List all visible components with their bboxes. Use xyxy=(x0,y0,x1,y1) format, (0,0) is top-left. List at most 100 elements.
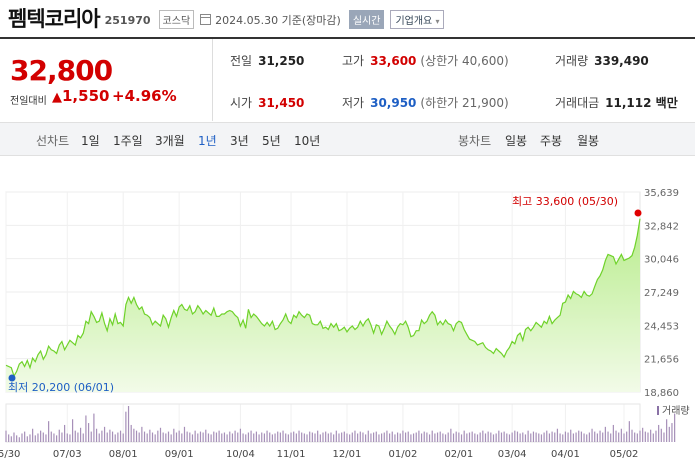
volume-bar xyxy=(221,433,223,442)
lower-limit: (하한가 21,900) xyxy=(420,96,509,110)
volume-bar xyxy=(588,432,590,442)
base-date: 2024.05.30 기준(장마감) xyxy=(215,13,341,27)
volume-bar xyxy=(333,434,335,442)
x-tick-label: 04/01 xyxy=(551,449,580,460)
price-line xyxy=(5,218,641,378)
volume-bar xyxy=(460,434,463,442)
volume-bar xyxy=(527,430,529,442)
volume-bar xyxy=(247,432,250,442)
volume-bar xyxy=(556,428,559,442)
volume-bar xyxy=(141,426,143,442)
volume-bar xyxy=(58,429,60,442)
price-chart-svg: 35,639 32,842 30,046 27,249 24,453 21,656 18,8… xyxy=(0,188,690,460)
price-chart: 35,639 32,842 30,046 27,249 24,453 21,656 18,8… xyxy=(0,170,695,461)
stat-label: 전일 xyxy=(230,54,253,68)
volume-bar xyxy=(572,433,575,442)
volume-bar xyxy=(250,430,252,442)
tab-3y[interactable]: 3년 xyxy=(230,134,249,148)
volume-bar xyxy=(506,433,508,442)
volume-bar xyxy=(562,434,564,442)
volume-bar xyxy=(37,433,39,442)
volume-bar xyxy=(567,432,569,442)
tab-daily[interactable]: 일봉 xyxy=(505,134,528,148)
volume-bar xyxy=(255,431,258,442)
x-tick-label: 09/01 xyxy=(165,449,194,460)
volume-legend-icon xyxy=(657,406,659,415)
x-tick-label: 02/01 xyxy=(444,449,473,460)
min-label: 최저 20,200 (06/01) xyxy=(8,381,114,394)
volume-bar xyxy=(650,429,652,442)
volume-bar xyxy=(479,432,481,442)
tab-monthly[interactable]: 월봉 xyxy=(577,134,600,148)
stock-header: 펨텍코리아 251970 코스닥 2024.05.30 기준(장마감) 실시간 … xyxy=(0,0,695,36)
upper-limit: (상한가 40,600) xyxy=(420,54,509,68)
tab-weekly[interactable]: 주봉 xyxy=(540,134,563,148)
stat-label: 시가 xyxy=(230,96,253,110)
volume-bars: 거래량 xyxy=(5,405,690,442)
volume-bar xyxy=(492,434,495,442)
price-change: ▲1,550 xyxy=(52,87,109,105)
volume-bar xyxy=(133,428,135,442)
volume-bar xyxy=(596,433,598,442)
tab-1w[interactable]: 1주일 xyxy=(113,134,143,148)
volume-bar xyxy=(298,430,300,442)
volume-bar xyxy=(610,433,612,442)
stat-value: 11,112 백만 xyxy=(605,96,678,110)
volume-bar xyxy=(535,432,537,442)
volume-bar xyxy=(16,435,18,442)
volume-bar xyxy=(388,433,391,442)
volume-bar xyxy=(434,433,436,442)
volume-bar xyxy=(618,432,620,442)
volume-bar xyxy=(10,436,12,442)
volume-bar xyxy=(631,429,633,442)
volume-bar xyxy=(293,431,295,442)
volume-bar xyxy=(538,433,540,442)
volume-bar xyxy=(343,431,345,442)
volume-bar xyxy=(218,430,220,442)
realtime-button[interactable]: 실시간 xyxy=(348,10,385,29)
volume-bar xyxy=(50,431,52,442)
volume-bar xyxy=(151,432,154,442)
current-price: 32,800 xyxy=(10,54,113,87)
volume-bar xyxy=(602,432,604,442)
volume-bar xyxy=(207,433,210,442)
tab-10y[interactable]: 10년 xyxy=(294,134,321,148)
volume-bar xyxy=(365,434,367,442)
tab-1d[interactable]: 1일 xyxy=(81,134,100,148)
volume-bar xyxy=(21,433,23,442)
company-info-button[interactable]: 기업개요 ▾ xyxy=(390,10,445,29)
tab-5y[interactable]: 5년 xyxy=(262,134,281,148)
volume-bar xyxy=(167,431,170,442)
volume-bar xyxy=(114,434,116,442)
volume-bar xyxy=(258,434,260,442)
volume-bar xyxy=(447,432,449,442)
volume-bar xyxy=(183,426,186,442)
volume-bar xyxy=(162,432,164,442)
volume-bar xyxy=(290,432,292,442)
volume-bar xyxy=(671,423,673,442)
volume-bar xyxy=(543,432,545,442)
y-tick-label: 27,249 xyxy=(644,288,679,299)
volume-bar xyxy=(452,433,455,442)
volume-bar xyxy=(530,433,532,442)
stat-high: 고가 33,600 (상한가 40,600) xyxy=(342,52,509,69)
volume-bar xyxy=(418,430,420,442)
tab-3m[interactable]: 3개월 xyxy=(155,134,185,148)
y-axis-labels: 35,639 32,842 30,046 27,249 24,453 21,656 18,8… xyxy=(644,188,679,399)
volume-bar xyxy=(495,433,497,442)
volume-bar xyxy=(623,433,625,442)
volume-bar xyxy=(564,431,567,442)
volume-bar xyxy=(66,433,68,442)
x-axis-labels: 05/30 07/03 08/01 09/01 10/04 11/01 12/01 01/02… xyxy=(0,449,638,460)
volume-bar xyxy=(215,432,218,442)
volume-bar xyxy=(237,432,239,442)
x-tick-label: 12/01 xyxy=(333,449,362,460)
volume-bar xyxy=(420,433,423,442)
volume-bar xyxy=(231,433,234,442)
volume-legend-label: 거래량 xyxy=(662,405,690,417)
volume-bar xyxy=(157,430,159,442)
y-tick-label: 30,046 xyxy=(644,255,679,266)
tab-1y[interactable]: 1년 xyxy=(198,134,217,148)
volume-bar xyxy=(226,434,228,442)
volume-bar xyxy=(503,431,505,442)
